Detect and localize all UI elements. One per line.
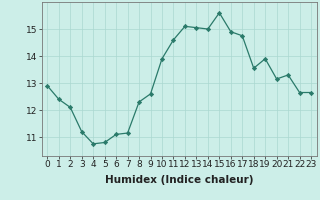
X-axis label: Humidex (Indice chaleur): Humidex (Indice chaleur) — [105, 175, 253, 185]
